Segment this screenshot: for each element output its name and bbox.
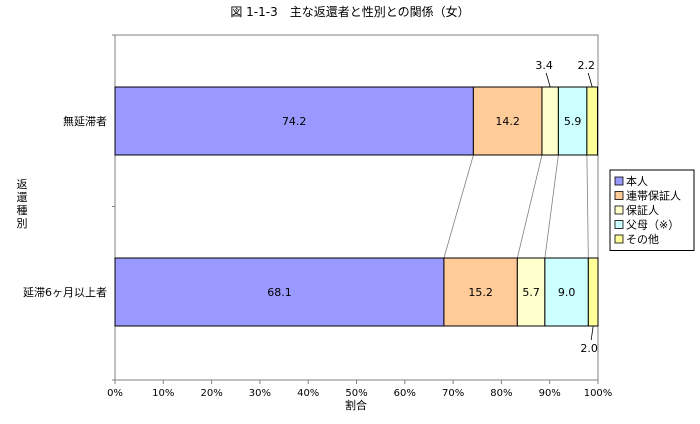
legend-label: その他 (626, 233, 659, 246)
series-line (586, 154, 589, 259)
legend-swatch (614, 220, 624, 229)
data-label: 74.2 (282, 115, 307, 128)
data-label: 5.9 (564, 115, 582, 128)
data-label: 14.2 (495, 115, 520, 128)
x-tick-label: 70% (442, 388, 464, 399)
legend-swatch (614, 176, 624, 186)
x-tick-label: 50% (345, 388, 367, 399)
x-axis-ticks: 0% 10% 20% 30% 40% 50% 60% 70% 80% 90% 100% (107, 380, 612, 399)
x-tick-label: 60% (394, 388, 416, 399)
x-tick-label: 10% (152, 388, 174, 399)
bar-segment (557, 86, 588, 156)
data-label: 15.2 (468, 286, 493, 299)
data-label-leader (545, 72, 551, 88)
y-axis-label: 返還種別 (17, 178, 28, 230)
data-label: 68.1 (267, 286, 292, 299)
series-line (544, 154, 559, 259)
y-axis-label-text: 返還種別 (17, 178, 28, 230)
legend-swatch (614, 205, 624, 215)
data-label: 9.0 (558, 286, 576, 299)
bar-segment (541, 86, 559, 156)
data-label: 2.0 (580, 342, 598, 355)
x-tick-label: 20% (200, 388, 222, 399)
data-label-leader (587, 72, 593, 88)
category-label: 無延滞者 (63, 114, 107, 128)
x-tick-label: 0% (107, 388, 123, 399)
x-tick-label: 100% (584, 388, 613, 399)
x-axis-label: 割合 (345, 398, 367, 412)
series-lines (443, 154, 589, 259)
x-tick-label: 30% (249, 388, 271, 399)
bars (114, 86, 599, 327)
series-line (443, 154, 474, 259)
bar-segment (472, 86, 543, 156)
bar-segment (586, 86, 599, 156)
data-label: 2.2 (577, 59, 595, 72)
data-label: 3.4 (535, 59, 553, 72)
x-tick-label: 90% (539, 388, 561, 399)
legend-label: 保証人 (626, 203, 659, 217)
bar-segment (114, 257, 445, 327)
data-label: 5.7 (522, 286, 540, 299)
chart-title: 図 1-1-3 主な返還者と性別との関係（女） (230, 4, 469, 19)
legend-label: 父母（※） (626, 219, 679, 232)
x-tick-label: 40% (297, 388, 319, 399)
legend-label: 本人 (626, 174, 648, 188)
series-line (516, 154, 543, 259)
bar-segment (443, 257, 518, 327)
legend-label: 連帯保証人 (626, 189, 681, 203)
bar-segment (587, 257, 599, 327)
x-tick-label: 80% (490, 388, 512, 399)
data-labels: 74.2 14.2 3.4 5.9 2.2 68.1 15.2 5.7 9.0 2.0 (267, 59, 598, 355)
legend-swatch (614, 191, 624, 200)
category-label: 延滞6ヶ月以上者 (23, 286, 107, 299)
legend-box (609, 169, 695, 251)
bar-segment (114, 86, 474, 156)
data-label-leader (590, 325, 594, 341)
bar-segment (516, 257, 546, 327)
legend-swatch (614, 234, 624, 244)
bar-segment (544, 257, 589, 327)
